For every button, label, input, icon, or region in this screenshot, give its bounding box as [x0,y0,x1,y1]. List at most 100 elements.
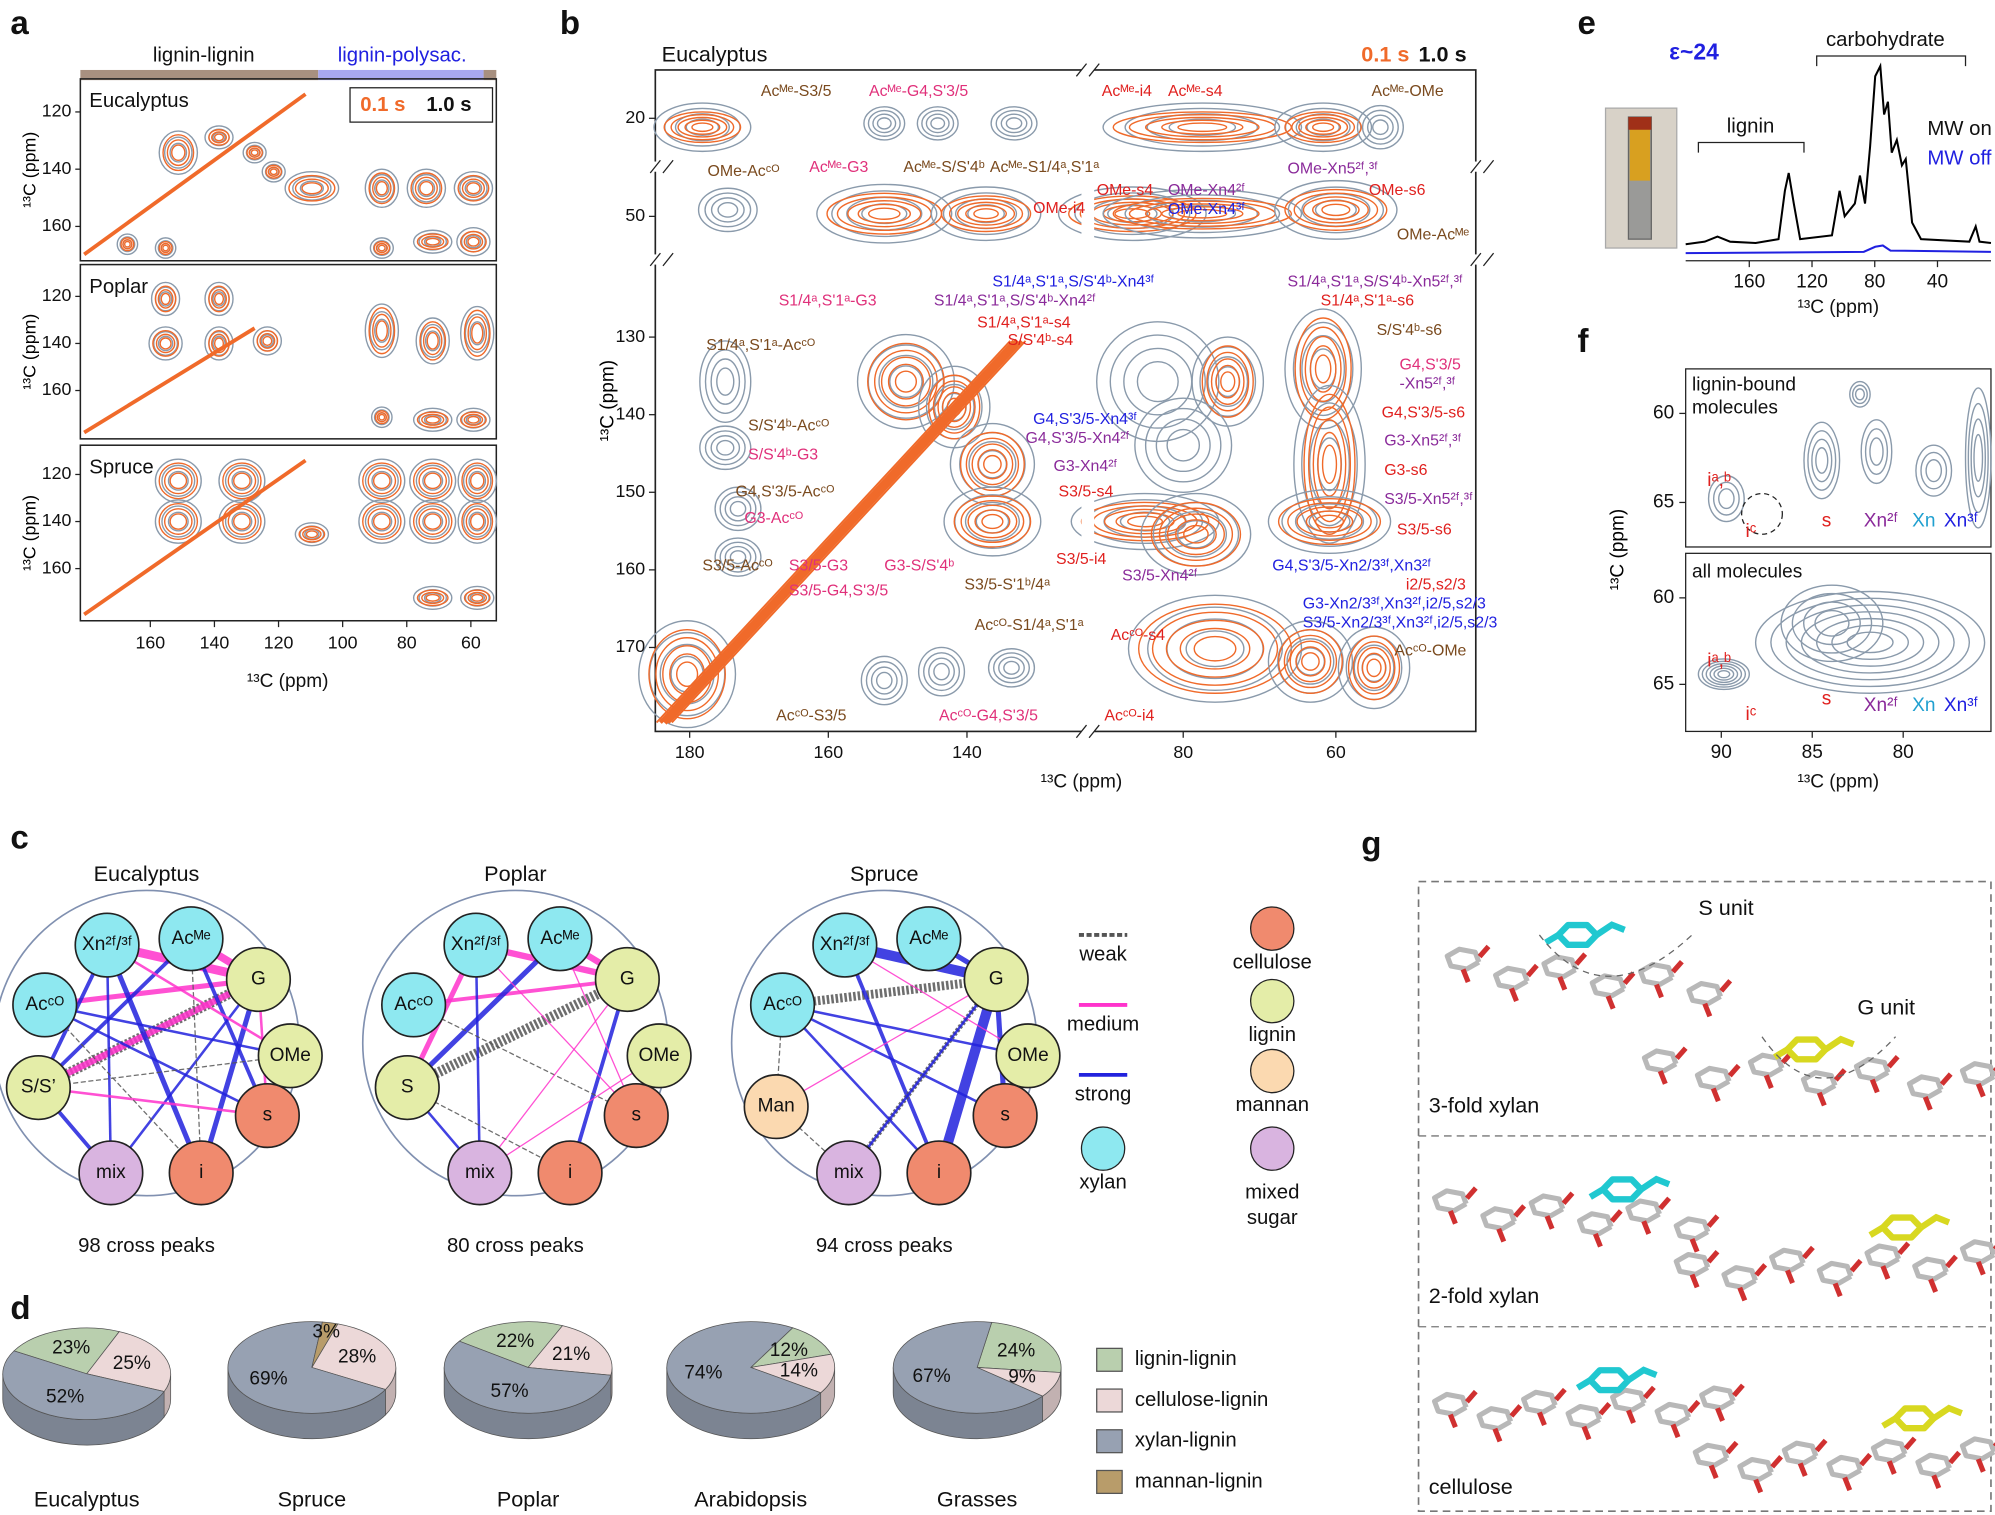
network-node [906,1140,972,1206]
contour [150,281,181,317]
contour [284,171,340,206]
contour [1356,104,1404,150]
network-node [374,1054,440,1121]
hydroxyl [1816,1091,1827,1107]
peak-label: S3/5-Xn4²ᶠ [1122,567,1198,584]
contour [1144,116,1260,138]
break-mark [1075,63,1088,77]
break-mark [1075,724,1088,739]
contour [1274,102,1373,153]
sugar-ring [1800,1070,1838,1095]
peak-label: G3-S/S'4ᵇ [884,557,954,574]
contour [1353,644,1395,692]
contour [211,289,227,309]
lignin-tail [1868,1224,1885,1238]
peak-label: s [1822,511,1832,532]
peak-label: S3/5-S'1ᵇ/4ᵃ [964,576,1051,593]
hydroxyl [1657,1070,1668,1085]
network-node [896,906,962,972]
contour [1277,628,1343,694]
network-node [257,1023,323,1089]
network-node [816,1140,882,1206]
contour [894,370,918,393]
contour [1295,113,1351,142]
bracket [1816,55,1967,67]
contour [1709,665,1739,684]
peak-label: OMe-Acᶜᴼ [707,163,779,180]
y-axis-label: ¹³C (ppm) [1607,509,1628,591]
pie-value-label: 24% [997,1341,1035,1362]
peak-label: G4,S'3/5-Acᶜᴼ [735,483,834,500]
contour [250,149,259,157]
contour [1366,658,1382,678]
contour [461,503,494,541]
hydroxyl [1948,1450,1962,1465]
network-caption: 94 cross peaks [816,1235,953,1257]
contour [949,422,1036,506]
contour [461,462,494,500]
contour [1302,196,1369,224]
lignin-ring [1879,1214,1924,1241]
hydroxyl [1886,1460,1897,1475]
contour [292,175,332,201]
contour [1207,356,1249,408]
pie-title: Grasses [937,1487,1018,1512]
label: Eucalyptus [662,42,768,67]
sugar-ring [1699,1385,1736,1411]
contour [368,307,396,355]
contour [1712,481,1740,516]
node-label: G [251,969,266,990]
peak-label: S3/5-Xn2/3³ᶠ,Xn3²ᶠ,i2/5,s2/3 [1303,615,1498,632]
contour [169,513,188,530]
hydroxyl [1609,1209,1623,1223]
contour [1210,358,1245,405]
contour [233,472,251,490]
contour [422,511,444,532]
sugar-ring [1444,946,1482,972]
contour [457,174,490,202]
hydroxyl [1931,1474,1942,1490]
contour [860,655,908,706]
contour [166,139,190,167]
hydroxyl [1849,1258,1863,1273]
spectrum-mw-off [1685,244,1991,255]
contour [374,410,389,425]
contour [1854,388,1866,401]
y-tick-label: 150 [615,481,645,501]
contour [421,591,445,605]
y-tick-label: 160 [42,379,72,399]
contour [415,505,450,538]
contour [992,652,1031,684]
contour [1701,660,1747,688]
contour [870,666,898,695]
contour [1301,334,1346,403]
node-label: s [1000,1105,1010,1126]
network-title: Poplar [484,861,546,886]
contour [1337,626,1411,710]
y-tick-label: 120 [42,101,72,121]
hydroxyl [1922,1095,1933,1111]
peak-label: S1/4ᵃ,S'1ᵃ-G3 [779,293,877,310]
contour [1299,326,1347,412]
sugar-ring [1915,1452,1952,1478]
peak-label: Acᴹᵉ-G3 [809,159,868,176]
sugar-ring [1816,1260,1854,1286]
dashed-circle [1741,492,1783,535]
contour [371,511,393,532]
peak-label: S3/5-s6 [1397,522,1452,539]
contour [1312,122,1335,133]
contour [1964,387,1992,529]
legend-node [1250,1126,1295,1171]
legend-text: xylan-lignin [1135,1430,1237,1452]
contour [154,285,177,313]
contour [420,323,446,358]
contour [933,662,950,681]
pie-slice [311,1323,397,1390]
peak-label: G3-Xn5²ᶠ,³ᶠ [1384,433,1461,450]
contour [933,383,975,431]
contour [155,333,176,354]
contour [699,340,752,424]
contour [1215,364,1241,399]
network-node [443,912,509,978]
